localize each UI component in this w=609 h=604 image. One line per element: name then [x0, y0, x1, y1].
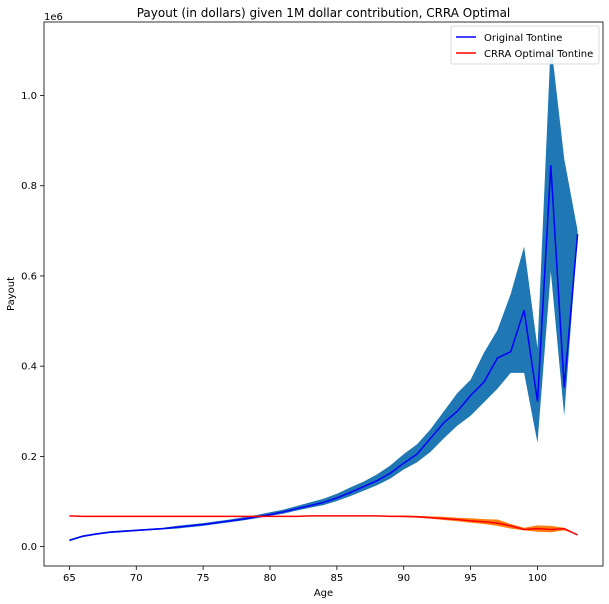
crra-tontine-line: [69, 515, 578, 536]
series-lines: [69, 165, 579, 542]
y-tick-label: 0.8: [21, 181, 37, 192]
y-tick-label: 0.2: [21, 452, 37, 463]
y-tick-label: 1.0: [21, 91, 37, 102]
y-axis-label: Payout: [6, 277, 17, 311]
x-axis-ticks: 65 70 75 80 85 90 95 100: [63, 566, 547, 584]
legend-label-crra: CRRA Optimal Tontine: [484, 49, 593, 60]
y-tick-label: 0.4: [21, 362, 37, 373]
legend: Original Tontine CRRA Optimal Tontine: [450, 25, 600, 65]
y-tick-label: 0.6: [21, 271, 37, 282]
original-tontine-band: [69, 41, 578, 542]
crra-tontine-band: [69, 515, 578, 535]
original-tontine-line: [69, 165, 579, 542]
x-tick-label: 80: [264, 573, 277, 584]
legend-box: [450, 25, 600, 65]
x-tick-label: 70: [130, 573, 143, 584]
x-tick-label: 65: [63, 573, 76, 584]
x-tick-label: 90: [397, 573, 410, 584]
y-axis-ticks: 0.0 0.2 0.4 0.6 0.8 1.0: [21, 91, 44, 553]
x-tick-label: 75: [197, 573, 210, 584]
x-tick-label: 100: [528, 573, 547, 584]
x-tick-label: 85: [331, 573, 344, 584]
plot-frame: [43, 21, 604, 567]
legend-label-original: Original Tontine: [484, 33, 562, 44]
x-tick-label: 95: [464, 573, 477, 584]
confidence-bands: [69, 41, 578, 542]
y-offset-label: 1e6: [44, 12, 63, 23]
x-axis-label: Age: [314, 588, 333, 599]
chart-title: Payout (in dollars) given 1M dollar cont…: [137, 6, 511, 20]
y-tick-label: 0.0: [21, 542, 37, 553]
